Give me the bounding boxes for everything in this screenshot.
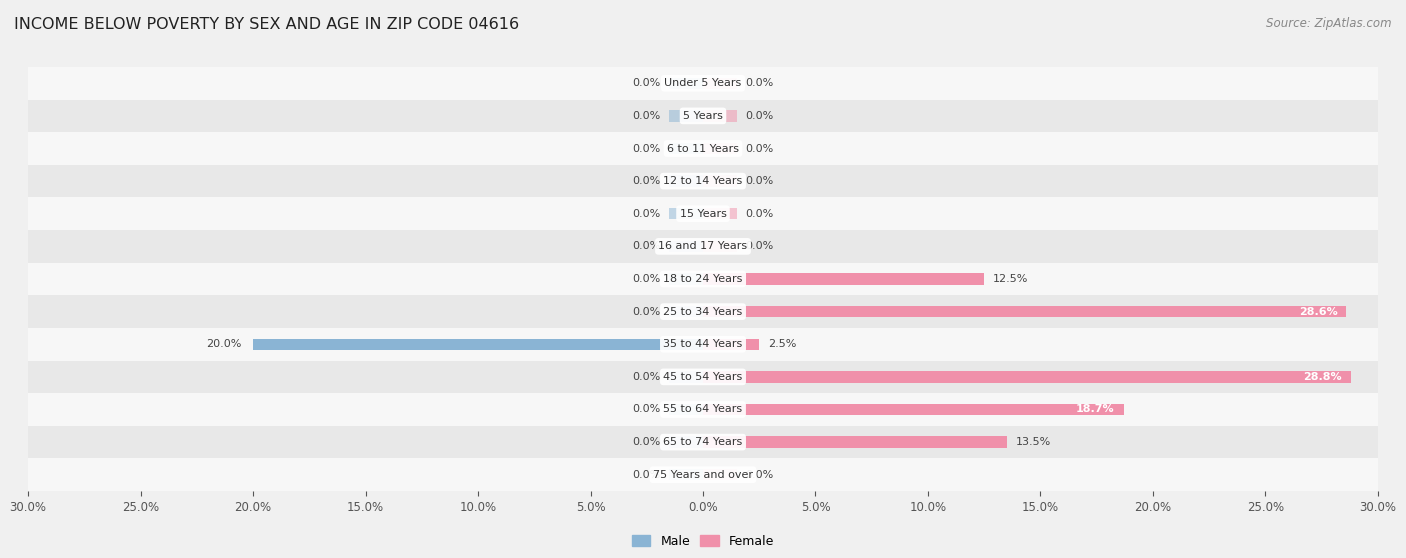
Bar (703, 110, 737, 122)
Text: 45 to 54 Years: 45 to 54 Years (664, 372, 742, 382)
Bar (703, 208, 737, 219)
Bar (669, 404, 703, 415)
Bar (28, 165, 1378, 198)
Text: 0.0%: 0.0% (633, 274, 661, 284)
Bar (669, 143, 703, 154)
Text: 28.6%: 28.6% (1299, 307, 1337, 316)
Text: 5 Years: 5 Years (683, 111, 723, 121)
Text: 20.0%: 20.0% (207, 339, 242, 349)
Text: 0.0%: 0.0% (745, 242, 773, 251)
Text: 0.0%: 0.0% (633, 78, 661, 88)
Bar (669, 273, 703, 285)
Bar (669, 240, 703, 252)
Text: 0.0%: 0.0% (633, 143, 661, 153)
Bar (669, 436, 703, 448)
Bar (28, 459, 1378, 491)
Bar (703, 469, 737, 480)
Text: 12 to 14 Years: 12 to 14 Years (664, 176, 742, 186)
Text: 25 to 34 Years: 25 to 34 Years (664, 307, 742, 316)
Text: 0.0%: 0.0% (633, 307, 661, 316)
Text: 12.5%: 12.5% (993, 274, 1029, 284)
Text: 28.8%: 28.8% (1303, 372, 1341, 382)
Text: 2.5%: 2.5% (768, 339, 797, 349)
Bar (28, 295, 1378, 328)
Text: 18.7%: 18.7% (1076, 405, 1115, 415)
Bar (703, 339, 759, 350)
Bar (28, 328, 1378, 360)
Text: 0.0%: 0.0% (633, 242, 661, 251)
Text: 16 and 17 Years: 16 and 17 Years (658, 242, 748, 251)
Bar (28, 198, 1378, 230)
Text: 65 to 74 Years: 65 to 74 Years (664, 437, 742, 447)
Text: 18 to 24 Years: 18 to 24 Years (664, 274, 742, 284)
Text: 0.0%: 0.0% (745, 470, 773, 480)
Bar (28, 426, 1378, 459)
Text: 0.0%: 0.0% (633, 111, 661, 121)
Bar (669, 306, 703, 318)
Bar (703, 175, 737, 187)
Bar (28, 132, 1378, 165)
Bar (669, 78, 703, 89)
Bar (703, 273, 984, 285)
Text: 35 to 44 Years: 35 to 44 Years (664, 339, 742, 349)
Bar (28, 230, 1378, 263)
Legend: Male, Female: Male, Female (627, 530, 779, 552)
Bar (669, 208, 703, 219)
Bar (669, 175, 703, 187)
Text: 0.0%: 0.0% (745, 209, 773, 219)
Bar (28, 263, 1378, 295)
Bar (703, 436, 1007, 448)
Text: 15 Years: 15 Years (679, 209, 727, 219)
Bar (669, 469, 703, 480)
Bar (28, 67, 1378, 99)
Text: 0.0%: 0.0% (745, 176, 773, 186)
Bar (669, 110, 703, 122)
Bar (669, 371, 703, 383)
Text: 0.0%: 0.0% (745, 143, 773, 153)
Bar (703, 240, 737, 252)
Text: 13.5%: 13.5% (1015, 437, 1050, 447)
Text: 55 to 64 Years: 55 to 64 Years (664, 405, 742, 415)
Bar (703, 306, 1347, 318)
Text: 0.0%: 0.0% (633, 209, 661, 219)
Text: 0.0%: 0.0% (633, 470, 661, 480)
Bar (703, 404, 1123, 415)
Text: 0.0%: 0.0% (633, 176, 661, 186)
Text: INCOME BELOW POVERTY BY SEX AND AGE IN ZIP CODE 04616: INCOME BELOW POVERTY BY SEX AND AGE IN Z… (14, 17, 519, 32)
Bar (703, 78, 737, 89)
Text: 0.0%: 0.0% (745, 78, 773, 88)
Text: 0.0%: 0.0% (633, 437, 661, 447)
Bar (28, 99, 1378, 132)
Text: Under 5 Years: Under 5 Years (665, 78, 741, 88)
Text: Source: ZipAtlas.com: Source: ZipAtlas.com (1267, 17, 1392, 30)
Bar (253, 339, 703, 350)
Text: 0.0%: 0.0% (745, 111, 773, 121)
Text: 75 Years and over: 75 Years and over (652, 470, 754, 480)
Text: 6 to 11 Years: 6 to 11 Years (666, 143, 740, 153)
Bar (28, 360, 1378, 393)
Text: 0.0%: 0.0% (633, 405, 661, 415)
Bar (28, 393, 1378, 426)
Bar (703, 143, 737, 154)
Bar (703, 371, 1351, 383)
Text: 0.0%: 0.0% (633, 372, 661, 382)
